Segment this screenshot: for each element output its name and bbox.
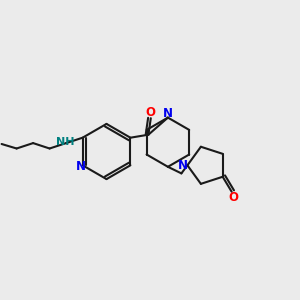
Text: N: N	[163, 107, 173, 120]
Text: N: N	[76, 160, 86, 173]
Text: O: O	[228, 191, 238, 204]
Text: O: O	[146, 106, 156, 119]
Text: N: N	[178, 159, 188, 172]
Text: NH: NH	[56, 137, 74, 147]
